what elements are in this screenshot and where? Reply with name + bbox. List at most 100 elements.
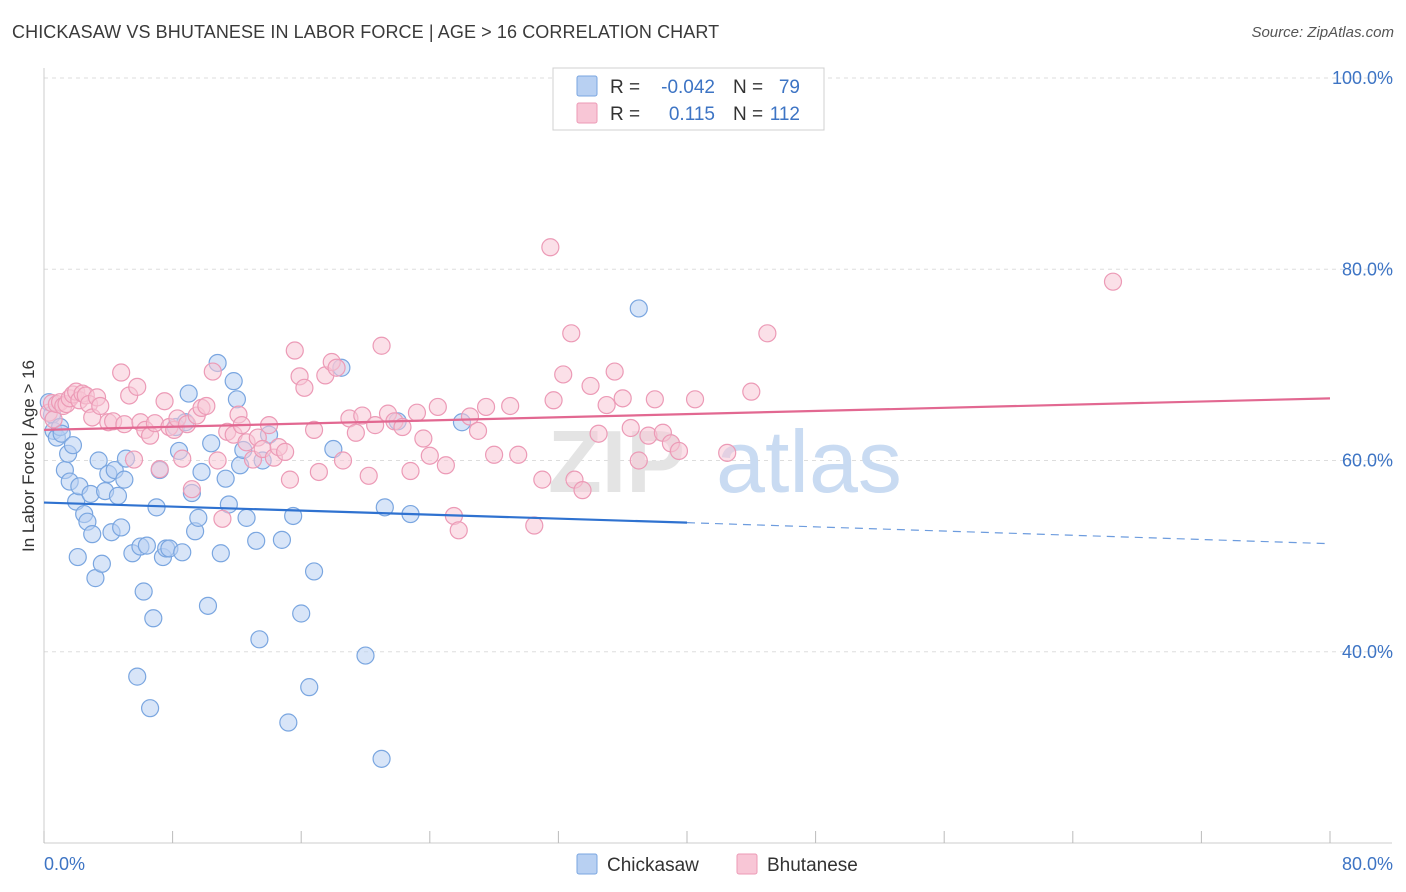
- chart-title: CHICKASAW VS BHUTANESE IN LABOR FORCE | …: [12, 22, 720, 42]
- bhutanese-point: [544, 391, 563, 410]
- bhutanese-point: [353, 406, 372, 425]
- chickasaw-point: [300, 678, 319, 697]
- bhutanese-point: [359, 466, 378, 485]
- chickasaw-point: [179, 384, 198, 403]
- bhutanese-point: [581, 376, 600, 396]
- trend-lines: [43, 397, 1331, 545]
- legend-n-value-chickasaw: 79: [779, 77, 800, 98]
- bottom-legend-chickasaw: Chickasaw: [607, 855, 699, 876]
- bottom-swatch-chickasaw: [576, 853, 598, 875]
- bhutanese-point: [112, 363, 131, 382]
- chickasaw-point: [372, 749, 391, 768]
- chickasaw-trend-extension: [686, 522, 1331, 545]
- bhutanese-point: [562, 324, 581, 343]
- legend-r-label-chickasaw: R =: [610, 77, 640, 98]
- watermark-atlas: atlas: [716, 412, 902, 511]
- chickasaw-point: [144, 609, 163, 628]
- bhutanese-point: [460, 407, 480, 426]
- bhutanese-point: [309, 462, 328, 482]
- bhutanese-point: [449, 521, 468, 540]
- chickasaw-point: [63, 436, 83, 455]
- bhutanese-point: [276, 442, 295, 461]
- chickasaw-point: [192, 462, 211, 482]
- bhutanese-point: [613, 389, 632, 408]
- bhutanese-point: [501, 396, 520, 416]
- bhutanese-point: [468, 421, 488, 440]
- chickasaw-point: [629, 299, 648, 318]
- bhutanese-point: [525, 516, 544, 535]
- bhutanese-point: [476, 397, 496, 417]
- legend-n-label-bhutanese: N =: [733, 104, 763, 125]
- bhutanese-point: [509, 445, 528, 464]
- bhutanese-point: [304, 420, 324, 439]
- chickasaw-point: [224, 372, 243, 391]
- bhutanese-point: [280, 470, 300, 489]
- legend-swatch-bhutanese: [576, 102, 598, 124]
- chickasaw-point: [134, 582, 153, 601]
- bhutanese-point: [589, 424, 608, 443]
- chickasaw-point: [250, 630, 269, 649]
- bhutanese-point: [407, 403, 427, 422]
- legend-swatch-chickasaw: [576, 75, 598, 97]
- bhutanese-point: [605, 362, 624, 381]
- chickasaw-point: [284, 506, 303, 526]
- bhutanese-point: [436, 456, 455, 475]
- bhutanese-point: [597, 395, 616, 415]
- bhutanese-points: [39, 238, 1123, 540]
- series-legend: Chickasaw Bhutanese: [576, 853, 858, 876]
- bhutanese-point: [393, 417, 412, 437]
- y-tick-label: 60.0%: [1342, 451, 1393, 471]
- chickasaw-point: [247, 531, 266, 550]
- bhutanese-point: [333, 451, 353, 470]
- bhutanese-point: [401, 461, 420, 481]
- bhutanese-point: [573, 481, 592, 500]
- chickasaw-point: [137, 536, 156, 555]
- legend-n-value-bhutanese: 112: [770, 104, 800, 125]
- chickasaw-point: [108, 486, 128, 505]
- y-axis-title: In Labor Force | Age > 16: [19, 360, 38, 552]
- x-tick-label: 80.0%: [1342, 854, 1393, 874]
- grid-lines: [44, 77, 1392, 653]
- bhutanese-point: [124, 450, 144, 469]
- bhutanese-point: [285, 341, 304, 360]
- bhutanese-point: [554, 365, 573, 384]
- bhutanese-point: [150, 460, 169, 479]
- source-credit: Source: ZipAtlas.com: [1251, 24, 1394, 41]
- chickasaw-point: [83, 525, 102, 544]
- bhutanese-point: [414, 429, 433, 448]
- bhutanese-point: [346, 423, 365, 442]
- bhutanese-point: [428, 397, 447, 417]
- bhutanese-point: [182, 480, 201, 499]
- chickasaw-point: [89, 451, 108, 470]
- chickasaw-point: [227, 390, 246, 409]
- chickasaw-point: [375, 498, 394, 517]
- chickasaw-point: [112, 518, 131, 537]
- legend-r-value-chickasaw: -0.042: [661, 77, 715, 98]
- bhutanese-point: [203, 362, 222, 381]
- bhutanese-point: [758, 324, 777, 343]
- y-tick-label: 80.0%: [1342, 259, 1393, 279]
- chickasaw-point: [128, 667, 147, 686]
- y-tick-label: 40.0%: [1342, 642, 1393, 662]
- correlation-legend: R = -0.042 N = 79 R = 0.115 N = 112: [552, 67, 825, 131]
- legend-n-label-chickasaw: N =: [733, 77, 763, 98]
- bhutanese-point: [115, 415, 134, 434]
- chickasaw-point: [68, 547, 87, 567]
- chickasaw-point: [115, 470, 134, 489]
- bhutanese-point: [420, 446, 439, 465]
- chickasaw-point: [92, 554, 111, 573]
- chickasaw-trend-line: [43, 501, 688, 524]
- bhutanese-point: [533, 470, 552, 489]
- legend-r-label-bhutanese: R =: [610, 104, 640, 125]
- chickasaw-point: [272, 530, 292, 549]
- chickasaw-point: [140, 699, 160, 718]
- bhutanese-point: [197, 396, 216, 416]
- bhutanese-point: [91, 396, 110, 416]
- bhutanese-point: [208, 451, 227, 470]
- chickasaw-point: [279, 713, 298, 732]
- chickasaw-point: [173, 543, 192, 562]
- bhutanese-point: [327, 358, 346, 377]
- chickasaw-point: [237, 508, 256, 527]
- legend-r-value-bhutanese: 0.115: [669, 104, 715, 125]
